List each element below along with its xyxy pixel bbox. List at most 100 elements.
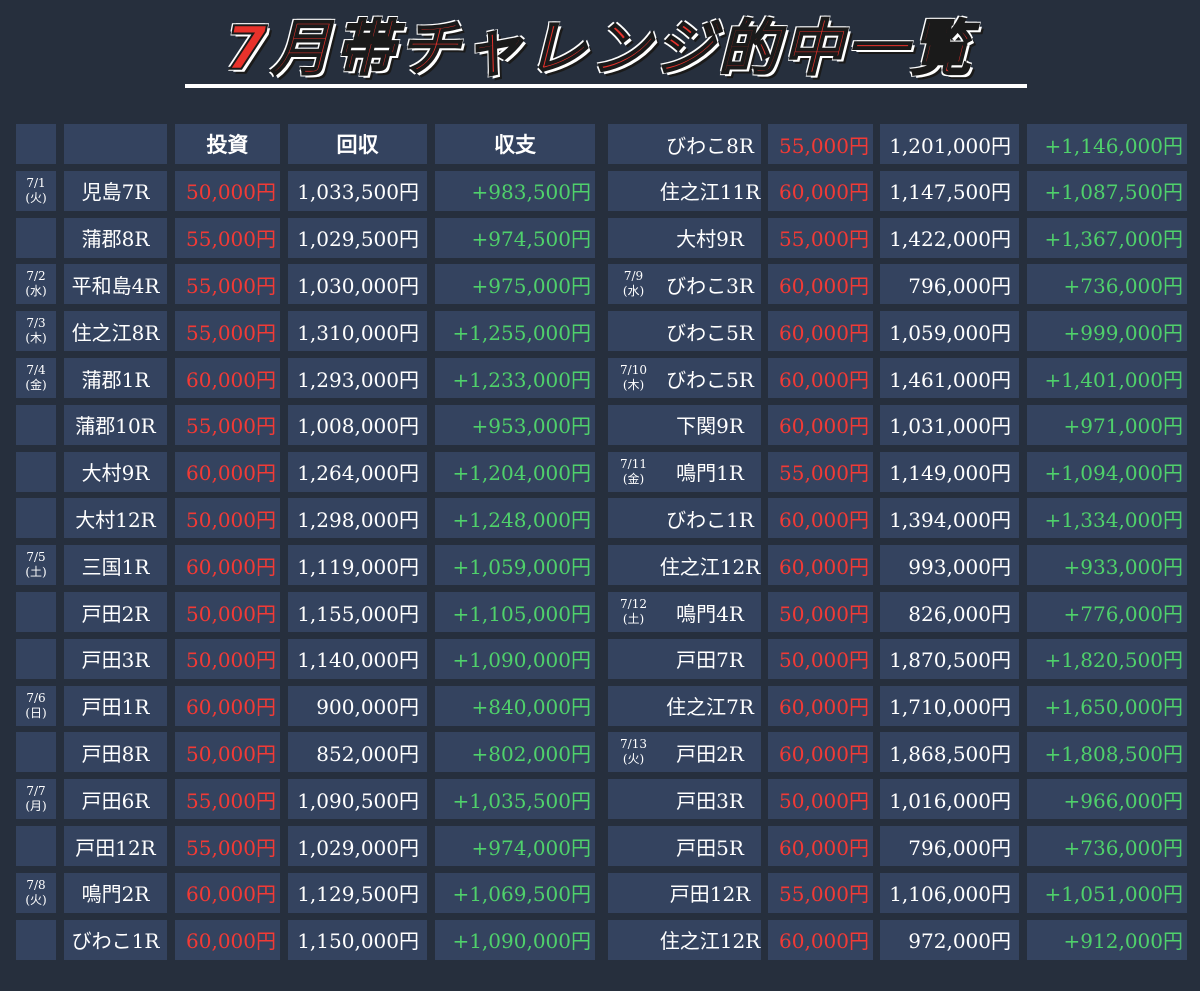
weekday-label: (水): [25, 284, 47, 299]
left-profit-cell: +1,035,500円: [435, 779, 595, 820]
left-investment-cell: 55,000円: [175, 779, 280, 820]
left-date-cell: [16, 404, 56, 445]
right-profit-cell: +912,000円: [1027, 919, 1187, 960]
right-investment-cell: 60,000円: [768, 826, 873, 866]
right-date-cell: [608, 638, 659, 679]
right-venue-cell: 戸田3R: [659, 779, 761, 820]
right-date-cell: [608, 217, 659, 258]
left-venue-cell: 大村12R: [64, 498, 167, 539]
title-underline: [185, 84, 1027, 88]
right-return-cell: 826,000円: [880, 592, 1019, 632]
page-title: 7月帯チャレンジ的中一覧: [224, 13, 975, 85]
date-label: 7/12: [620, 597, 647, 611]
left-date-cell: 7/4 (金): [16, 358, 56, 398]
right-investment-cell: 55,000円: [768, 451, 873, 492]
right-investment-cell: 60,000円: [768, 404, 873, 445]
right-date-cell: [608, 404, 659, 445]
right-return-cell: 1,147,500円: [880, 170, 1019, 211]
left-venue-cell: 蒲郡1R: [64, 358, 167, 398]
left-return-cell: 900,000円: [288, 685, 427, 726]
left-date-cell: [16, 638, 56, 679]
left-venue-cell: 児島7R: [64, 170, 167, 211]
left-return-cell: 1,155,000円: [288, 592, 427, 632]
left-date-cell: 7/1 (火): [16, 170, 56, 211]
left-date-cell: [16, 826, 56, 866]
right-profit-cell: +1,051,000円: [1027, 872, 1187, 913]
right-investment-cell: 60,000円: [768, 685, 873, 726]
right-return-cell: 1,461,000円: [880, 358, 1019, 398]
left-date-cell: 7/3 (木): [16, 311, 56, 352]
left-date-cell: [16, 451, 56, 492]
left-venue-cell: 戸田8R: [64, 732, 167, 773]
left-date-cell: [16, 732, 56, 773]
right-profit-cell: +1,334,000円: [1027, 498, 1187, 539]
right-return-cell: 1,870,500円: [880, 638, 1019, 679]
weekday-label: (土): [622, 612, 645, 626]
left-return-cell: 1,150,000円: [288, 919, 427, 960]
left-profit-cell: +1,255,000円: [435, 311, 595, 352]
right-date-cell: [608, 545, 659, 586]
left-return-cell: 1,090,500円: [288, 779, 427, 820]
date-label: 7/1: [26, 175, 46, 190]
right-investment-cell: 50,000円: [768, 592, 873, 632]
left-investment-cell: 50,000円: [175, 170, 280, 211]
left-date-cell: [16, 919, 56, 960]
left-return-cell: 1,310,000円: [288, 311, 427, 352]
right-date-cell: 7/9 (水): [608, 264, 659, 305]
left-venue-cell: 戸田3R: [64, 638, 167, 679]
left-profit-cell: +840,000円: [435, 685, 595, 726]
right-profit-cell: +736,000円: [1027, 264, 1187, 305]
right-return-cell: 796,000円: [880, 826, 1019, 866]
left-venue-cell: 戸田2R: [64, 592, 167, 632]
left-investment-cell: 50,000円: [175, 732, 280, 773]
right-venue-cell: 住之江12R: [659, 545, 761, 586]
left-return-cell: 1,293,000円: [288, 358, 427, 398]
right-date-cell: 7/13 (火): [608, 732, 659, 773]
right-venue-cell: 住之江7R: [659, 685, 761, 726]
right-investment-cell: 60,000円: [768, 264, 873, 305]
weekday-label: (火): [622, 752, 645, 767]
right-return-cell: 1,394,000円: [880, 498, 1019, 539]
right-profit-cell: +966,000円: [1027, 779, 1187, 820]
right-venue-cell: 鳴門4R: [659, 592, 761, 632]
right-profit-cell: +933,000円: [1027, 545, 1187, 586]
left-investment-cell: 60,000円: [175, 872, 280, 913]
right-date-cell: [608, 124, 659, 164]
right-venue-cell: 戸田7R: [659, 638, 761, 679]
right-profit-cell: +776,000円: [1027, 592, 1187, 632]
left-date-cell: 7/7 (月): [16, 779, 56, 820]
left-profit-cell: +983,500円: [435, 170, 595, 211]
left-venue-cell: 鳴門2R: [64, 872, 167, 913]
left-date-cell: 7/8 (火): [16, 872, 56, 913]
left-header-ret: 回収: [288, 124, 427, 164]
left-venue-cell: 戸田1R: [64, 685, 167, 726]
right-profit-cell: +1,094,000円: [1027, 451, 1187, 492]
right-venue-cell: 住之江12R: [659, 919, 761, 960]
weekday-label: (火): [25, 190, 47, 205]
right-investment-cell: 50,000円: [768, 779, 873, 820]
left-profit-cell: +974,500円: [435, 217, 595, 258]
left-venue-cell: 戸田12R: [64, 826, 167, 866]
left-venue-cell: 住之江8R: [64, 311, 167, 352]
right-venue-cell: びわこ1R: [659, 498, 761, 539]
left-investment-cell: 55,000円: [175, 826, 280, 866]
right-return-cell: 1,868,500円: [880, 732, 1019, 773]
weekday-label: (日): [25, 705, 47, 720]
right-profit-cell: +1,808,500円: [1027, 732, 1187, 773]
left-return-cell: 852,000円: [288, 732, 427, 773]
left-profit-cell: +953,000円: [435, 404, 595, 445]
right-venue-cell: 住之江11R: [659, 170, 761, 211]
right-return-cell: 1,710,000円: [880, 685, 1019, 726]
right-return-cell: 1,201,000円: [880, 124, 1019, 164]
left-return-cell: 1,029,500円: [288, 217, 427, 258]
left-date-cell: 7/2 (水): [16, 264, 56, 305]
left-return-cell: 1,129,500円: [288, 872, 427, 913]
right-date-cell: [608, 872, 659, 913]
weekday-label: (木): [25, 331, 47, 346]
right-investment-cell: 55,000円: [768, 872, 873, 913]
left-date-cell: [16, 592, 56, 632]
right-venue-cell: 下関9R: [659, 404, 761, 445]
right-date-cell: [608, 826, 659, 866]
left-header-profit: 収支: [435, 124, 595, 164]
left-header-date: [16, 124, 56, 164]
